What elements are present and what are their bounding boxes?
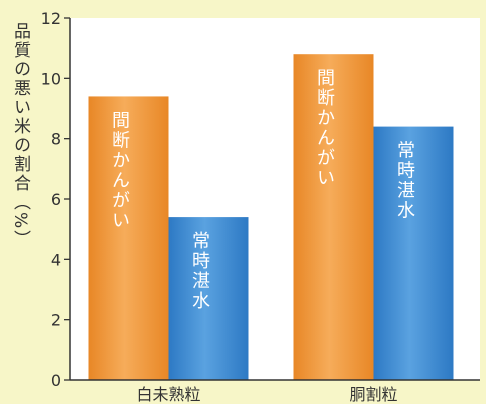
y-tick-label: 12 bbox=[41, 9, 61, 28]
x-tick-label: 胴割粒 bbox=[349, 385, 397, 404]
bar-series-label: 間断かんがい bbox=[109, 110, 130, 230]
bar-intermittent-1 bbox=[293, 54, 374, 380]
bar-series-label: 常時湛水 bbox=[189, 231, 210, 311]
bar-series-label: 間断かんがい bbox=[314, 68, 335, 188]
y-tick-label: 2 bbox=[51, 311, 61, 330]
x-tick-label: 白未熟粒 bbox=[136, 385, 200, 404]
bar-series-label: 常時湛水 bbox=[394, 140, 415, 220]
bar-intermittent-0 bbox=[88, 96, 169, 380]
y-tick-label: 10 bbox=[41, 69, 61, 88]
x-ticks: 白未熟粒 胴割粒 bbox=[136, 385, 397, 404]
y-tick-label: 8 bbox=[51, 130, 61, 149]
y-tick-label: 0 bbox=[51, 371, 61, 390]
bar-flooded-0 bbox=[168, 217, 249, 380]
y-tick-label: 4 bbox=[51, 250, 61, 269]
y-ticks: 0 2 4 6 8 10 12 bbox=[41, 9, 70, 390]
y-axis-title: 品質の悪い米の割合（%） bbox=[10, 22, 31, 249]
bars bbox=[88, 54, 454, 380]
y-axis-label: 品質の悪い米の割合（%） bbox=[10, 22, 31, 249]
y-tick-label: 6 bbox=[51, 190, 61, 209]
bar-flooded-1 bbox=[373, 126, 454, 380]
